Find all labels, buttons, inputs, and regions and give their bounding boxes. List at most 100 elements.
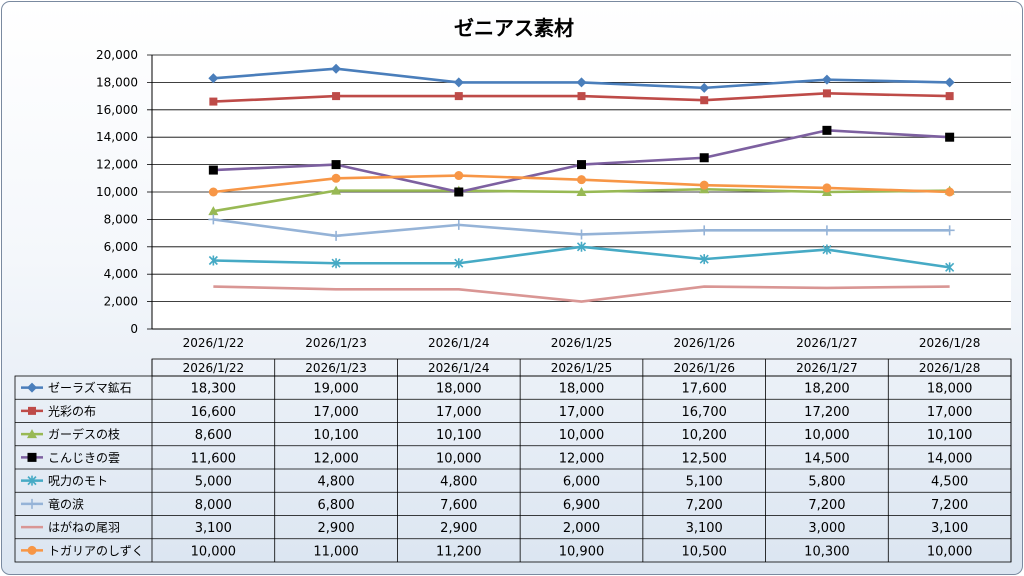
data-point — [822, 183, 832, 193]
table-cell: 10,000 — [927, 544, 973, 559]
legend-key-marker — [27, 498, 37, 509]
data-point — [699, 153, 709, 163]
table-cell: 18,200 — [804, 382, 850, 397]
y-tick-label: 16,000 — [96, 103, 138, 117]
y-tick-label: 8,000 — [104, 212, 138, 226]
table-cell: 18,000 — [436, 382, 482, 397]
legend-label: 竜の涙 — [48, 496, 84, 511]
table-cell: 10,900 — [559, 544, 605, 559]
data-point — [577, 160, 586, 170]
data-point — [944, 77, 955, 88]
legend-label: こんじきの雲 — [48, 451, 120, 465]
table-cell: 14,000 — [927, 451, 973, 466]
data-point — [576, 187, 587, 196]
table-cell: 10,100 — [436, 428, 482, 443]
legend-key-marker — [27, 545, 37, 555]
y-tick-label: 4,000 — [104, 267, 138, 281]
table-cell: 14,500 — [804, 451, 850, 466]
table-cell: 10,000 — [559, 428, 605, 443]
data-point — [822, 125, 832, 135]
data-point — [577, 175, 586, 185]
x-tick-label: 2026/1/23 — [305, 336, 367, 350]
data-point — [209, 97, 218, 106]
legend-key-marker — [27, 429, 37, 439]
legend-label: 呪力のモト — [48, 474, 108, 488]
table-cell: 16,600 — [191, 405, 237, 420]
data-point — [208, 165, 218, 175]
table-cell: 5,100 — [686, 475, 723, 490]
x-tick-label: 2026/1/25 — [551, 336, 613, 350]
y-tick-label: 20,000 — [96, 48, 138, 62]
y-tick-label: 18,000 — [96, 75, 138, 89]
data-point — [577, 92, 586, 101]
table-cell: 10,000 — [804, 428, 850, 443]
data-point — [331, 185, 342, 195]
data-point — [332, 92, 341, 101]
table-cell: 12,000 — [313, 451, 359, 466]
table-cell: 18,300 — [191, 382, 237, 397]
table-header-cell: 2026/1/28 — [919, 361, 981, 375]
table-cell: 11,200 — [436, 544, 482, 559]
table-cell: 3,100 — [195, 521, 232, 536]
table-cell: 19,000 — [313, 382, 359, 397]
table-cell: 10,100 — [927, 428, 973, 443]
table-cell: 4,500 — [931, 475, 968, 490]
legend-key-marker — [27, 452, 37, 462]
legend-label: はがねの尾羽 — [48, 520, 120, 535]
legend-key-marker — [27, 475, 37, 486]
legend-key-marker — [27, 382, 37, 393]
data-point — [208, 206, 219, 216]
table-cell: 4,800 — [440, 475, 477, 490]
table-cell: 16,700 — [681, 405, 727, 420]
table-cell: 7,600 — [440, 498, 477, 513]
table-cell: 3,100 — [686, 521, 723, 536]
table-cell: 8,600 — [195, 428, 232, 443]
data-point — [208, 255, 218, 266]
legend-label: 光彩の布 — [48, 404, 96, 418]
y-tick-label: 12,000 — [96, 158, 138, 172]
y-tick-label: 14,000 — [96, 130, 138, 144]
table-cell: 6,800 — [317, 498, 354, 513]
data-point — [453, 219, 464, 230]
data-point — [454, 187, 464, 197]
table-cell: 6,000 — [563, 475, 600, 490]
table-cell: 17,000 — [313, 405, 359, 420]
data-point — [208, 214, 219, 225]
table-cell: 17,000 — [927, 405, 973, 420]
table-cell: 12,000 — [559, 451, 605, 466]
table-header-cell: 2026/1/23 — [305, 361, 367, 375]
legend-label: トガリアのしずく — [48, 544, 144, 558]
x-tick-label: 2026/1/26 — [673, 336, 735, 350]
table-cell: 10,200 — [681, 428, 727, 443]
legend-key-marker — [28, 406, 36, 415]
table-cell: 12,500 — [681, 451, 727, 466]
table-cell: 5,800 — [808, 475, 845, 490]
data-point — [331, 63, 342, 74]
data-point — [944, 225, 955, 236]
data-point — [699, 82, 710, 93]
table-cell: 17,000 — [436, 405, 482, 420]
data-point — [208, 73, 219, 84]
table-cell: 11,000 — [313, 544, 359, 559]
table-header-cell: 2026/1/25 — [551, 361, 613, 375]
table-cell: 10,300 — [804, 544, 850, 559]
table-cell: 4,800 — [317, 475, 354, 490]
table-cell: 10,500 — [681, 544, 727, 559]
data-point — [821, 225, 832, 236]
data-point — [454, 171, 464, 181]
x-tick-label: 2026/1/27 — [796, 336, 858, 350]
data-point — [699, 254, 709, 265]
y-tick-label: 6,000 — [104, 240, 138, 254]
table-cell: 18,000 — [927, 382, 973, 397]
data-point — [454, 92, 463, 101]
legend-label: ゼーラズマ鉱石 — [48, 380, 132, 395]
x-tick-label: 2026/1/28 — [919, 336, 981, 350]
table-header-cell: 2026/1/22 — [183, 361, 245, 375]
table-header-cell: 2026/1/26 — [673, 361, 735, 375]
table-cell: 7,200 — [931, 498, 968, 513]
table-cell: 3,100 — [931, 521, 968, 536]
data-point — [331, 258, 341, 269]
data-point — [945, 92, 954, 101]
